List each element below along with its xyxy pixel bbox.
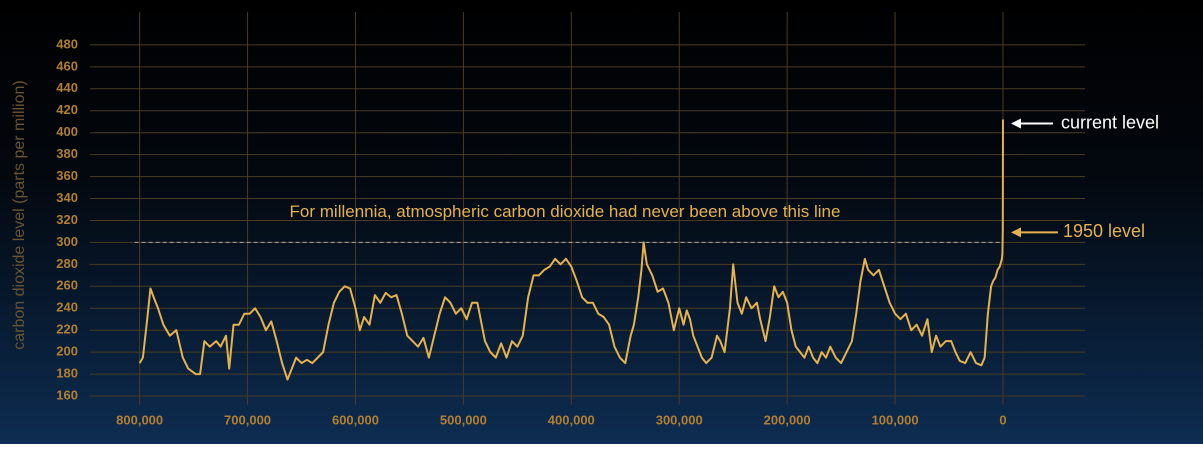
x-tick-label: 600,000	[332, 412, 379, 427]
y-tick-label: 480	[56, 36, 78, 51]
x-tick-label: 0	[999, 412, 1006, 427]
y-tick-label: 200	[56, 344, 78, 359]
x-tick-label: 100,000	[872, 412, 919, 427]
y-tick-label: 180	[56, 366, 78, 381]
x-tick-label: 700,000	[224, 412, 271, 427]
y-tick-label: 220	[56, 322, 78, 337]
x-tick-label: 400,000	[548, 412, 595, 427]
y-tick-label: 460	[56, 58, 78, 73]
y-tick-label: 320	[56, 212, 78, 227]
y-tick-label: 360	[56, 168, 78, 183]
co2-line	[138, 119, 1004, 381]
y-tick-label: 440	[56, 80, 78, 95]
y-tick-label: 160	[56, 387, 78, 402]
x-tick-label: 500,000	[440, 412, 487, 427]
reference-label: For millennia, atmospheric carbon dioxid…	[290, 202, 841, 221]
arrow-head	[1010, 118, 1021, 129]
x-tick-label: 300,000	[656, 412, 703, 427]
y-tick-label: 340	[56, 190, 78, 205]
y-tick-label: 380	[56, 146, 78, 161]
y-tick-label: 260	[56, 278, 78, 293]
y-tick-label: 240	[56, 300, 78, 315]
x-tick-label: 200,000	[764, 412, 811, 427]
y-tick-label: 420	[56, 102, 78, 117]
annotation: 1950 level	[1063, 221, 1145, 241]
annotation: current level	[1061, 112, 1159, 132]
x-tick-label: 800,000	[116, 412, 163, 427]
y-axis-label: carbon dioxide level (parts per million)	[11, 80, 28, 349]
y-tick-label: 280	[56, 256, 78, 271]
arrow-head	[1010, 227, 1021, 238]
y-tick-label: 300	[56, 234, 78, 249]
y-tick-label: 400	[56, 124, 78, 139]
